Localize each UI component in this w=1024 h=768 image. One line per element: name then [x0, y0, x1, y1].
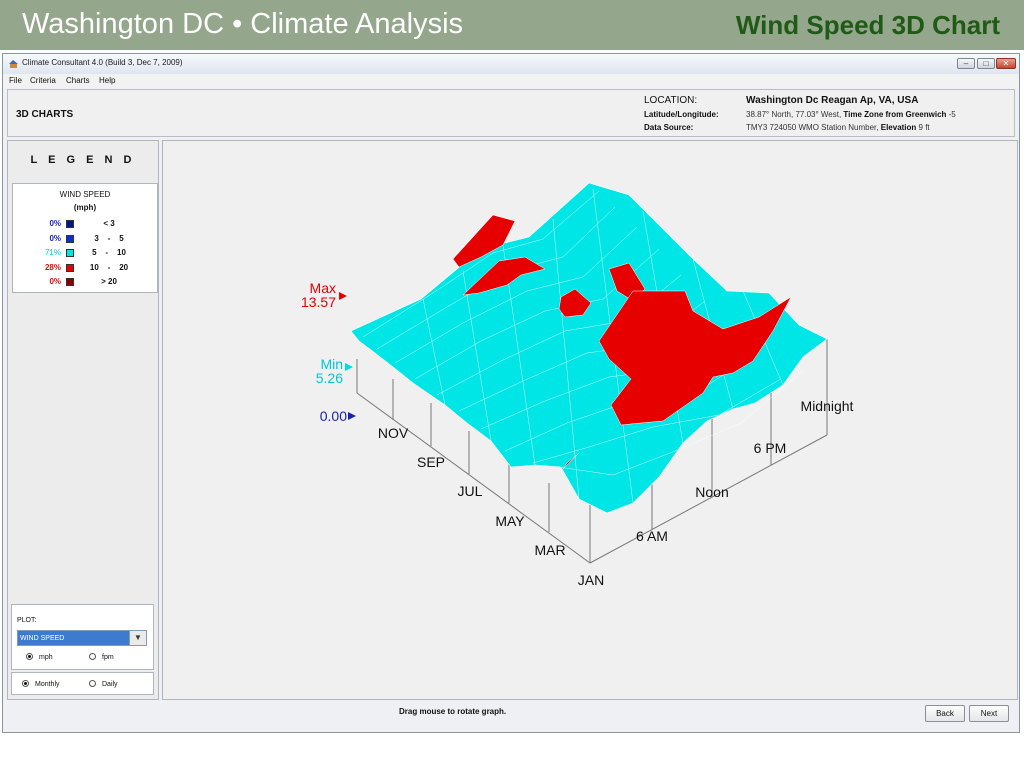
radio-icon — [89, 653, 96, 660]
footer-bar: Drag mouse to rotate graph. Back Next — [3, 702, 1019, 732]
legend-title: L E G E N D — [30, 154, 136, 166]
timezone-label: Time Zone from Greenwich — [843, 110, 947, 119]
source-value: TMY3 724050 WMO Station Number, Elevatio… — [746, 123, 930, 132]
radio-icon — [89, 680, 96, 687]
min-value: 5.26 — [316, 370, 343, 386]
month-axis-labels: JAN MAR MAY JUL SEP NOV — [378, 425, 604, 588]
legend-swatch — [66, 278, 74, 286]
back-button[interactable]: Back — [925, 705, 965, 722]
month-tick-label: MAY — [495, 513, 525, 529]
min-label: Min — [320, 356, 343, 372]
next-button[interactable]: Next — [969, 705, 1009, 722]
wind-speed-3d-chart[interactable]: Max 13.57 Min 5.26 0.00 JAN MAR MAY JUL … — [163, 141, 1017, 699]
app-icon — [9, 60, 18, 68]
hour-axis-labels: 6 AM Noon 6 PM Midnight — [636, 398, 854, 544]
min-marker-icon — [345, 363, 353, 371]
legend-swatch — [66, 235, 74, 243]
slide-title: Washington DC • Climate Analysis — [22, 8, 464, 40]
legend-row: 28% 10 - 20 — [44, 263, 129, 272]
legend-box: WIND SPEED (mph) 0% < 3 0% 3 - 5 71% 5 -… — [12, 183, 158, 293]
plot-options: PLOT: WIND SPEED ▼ mph fpm — [11, 604, 154, 670]
max-label: Max — [310, 280, 336, 296]
close-button[interactable]: ✕ — [996, 58, 1016, 69]
legend-swatch — [66, 249, 74, 257]
chevron-down-icon[interactable]: ▼ — [129, 631, 146, 645]
legend-row: 71% 5 - 10 — [44, 248, 126, 257]
month-tick-label: JUL — [458, 483, 483, 499]
month-tick-label: SEP — [417, 454, 445, 470]
legend-unit: (mph) — [73, 203, 97, 212]
legend-swatch — [66, 264, 74, 272]
radio-monthly[interactable]: Monthly — [22, 680, 60, 688]
radio-fpm[interactable]: fpm — [89, 653, 114, 661]
slide-subtitle: Wind Speed 3D Chart — [735, 10, 1000, 40]
zero-value: 0.00 — [320, 408, 347, 424]
month-tick-label: MAR — [534, 542, 565, 558]
section-title: 3D CHARTS — [16, 109, 74, 120]
plot-select-value: WIND SPEED — [20, 635, 65, 642]
latlon-label: Latitude/Longitude: — [644, 110, 719, 119]
hour-tick-label: 6 PM — [754, 440, 787, 456]
hour-tick-label: Midnight — [801, 398, 854, 414]
menu-criteria[interactable]: Criteria — [30, 76, 56, 85]
period-options: Monthly Daily — [11, 672, 154, 695]
radio-mph[interactable]: mph — [26, 653, 53, 661]
radio-icon — [22, 680, 29, 687]
radio-icon — [26, 653, 33, 660]
location-label: LOCATION: — [644, 95, 698, 106]
location-header: 3D CHARTS LOCATION: Washington Dc Reagan… — [7, 89, 1015, 137]
app-window: Climate Consultant 4.0 (Build 3, Dec 7, … — [2, 53, 1020, 733]
slide-header: Washington DC • Climate Analysis Wind Sp… — [0, 0, 1024, 50]
latlon-value: 38.87° North, 77.03° West, Time Zone fro… — [746, 110, 956, 119]
hour-tick-label: 6 AM — [636, 528, 668, 544]
value-markers: Max 13.57 Min 5.26 0.00 — [301, 280, 356, 424]
menu-bar: File Criteria Charts Help — [3, 74, 1019, 88]
chart-panel[interactable]: Max 13.57 Min 5.26 0.00 JAN MAR MAY JUL … — [162, 140, 1018, 700]
zero-marker-icon — [348, 412, 356, 420]
surface — [350, 182, 828, 514]
elevation-label: Elevation — [880, 123, 917, 132]
minimize-button[interactable]: – — [957, 58, 975, 69]
hour-tick-label: Noon — [695, 484, 728, 500]
legend-row: 0% > 20 — [49, 277, 117, 286]
legend-row: 0% < 3 — [49, 219, 115, 228]
plot-label: PLOT: — [17, 617, 37, 624]
menu-file[interactable]: File — [9, 76, 22, 85]
radio-daily[interactable]: Daily — [89, 680, 118, 688]
legend-row: 0% 3 - 5 — [49, 234, 124, 243]
menu-help[interactable]: Help — [99, 76, 116, 85]
rotate-hint: Drag mouse to rotate graph. — [399, 707, 507, 716]
source-label: Data Source: — [644, 123, 694, 132]
window-titlebar[interactable]: Climate Consultant 4.0 (Build 3, Dec 7, … — [3, 54, 1019, 75]
legend-variable: WIND SPEED — [59, 190, 111, 199]
month-tick-label: JAN — [578, 572, 604, 588]
legend-swatch — [66, 220, 74, 228]
month-tick-label: NOV — [378, 425, 409, 441]
menu-charts[interactable]: Charts — [66, 76, 90, 85]
maximize-button[interactable]: □ — [977, 58, 995, 69]
max-value: 13.57 — [301, 294, 336, 310]
window-title: Climate Consultant 4.0 (Build 3, Dec 7, … — [22, 58, 183, 67]
max-marker-icon — [339, 292, 347, 300]
plot-variable-select[interactable]: WIND SPEED ▼ — [17, 630, 147, 646]
location-value: Washington Dc Reagan Ap, VA, USA — [746, 95, 919, 106]
